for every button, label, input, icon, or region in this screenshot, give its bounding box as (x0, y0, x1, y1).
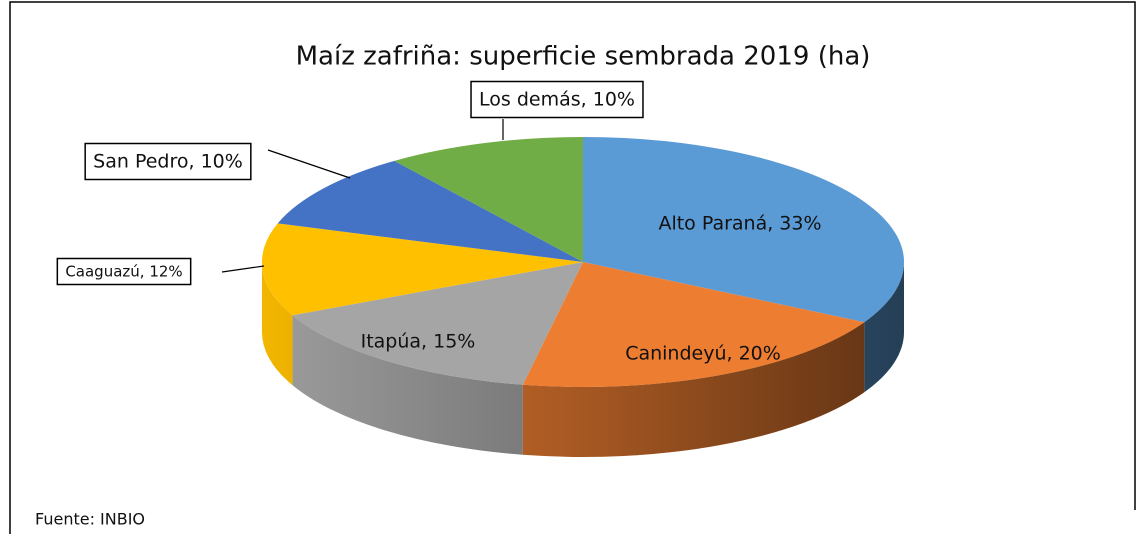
slice (292, 262, 583, 385)
data-label: Canindeyú, 20% (625, 343, 781, 365)
slice-side-shade (262, 262, 293, 386)
slice (522, 262, 865, 388)
labels: Alto Paraná, 33% Canindeyú, 20% Itapúa, 15… (56, 80, 822, 365)
source-note: Fuente: INBIO (35, 510, 145, 529)
slice-side-shade (864, 262, 904, 393)
label-box (84, 142, 252, 181)
chart-title: Maíz zafriña: superficie sembrada 2019 (… (296, 42, 871, 72)
data-label: Itapúa, 15% (361, 331, 476, 353)
slice (262, 223, 583, 316)
slice (277, 160, 583, 262)
pie (262, 137, 904, 457)
slice (583, 137, 904, 323)
data-label: San Pedro, 10% (93, 151, 243, 173)
label-box (470, 80, 644, 119)
slice-side-shade (292, 315, 523, 455)
slice (394, 137, 583, 262)
data-label: Alto Paraná, 33% (658, 213, 821, 235)
data-label: Los demás, 10% (479, 89, 635, 111)
leader-line (267, 149, 351, 179)
chart-frame (9, 1, 1136, 534)
data-label: Caaguazú, 12% (65, 263, 182, 281)
leader-line (221, 265, 265, 273)
slice-side-shade (522, 322, 865, 457)
label-box (56, 257, 192, 286)
